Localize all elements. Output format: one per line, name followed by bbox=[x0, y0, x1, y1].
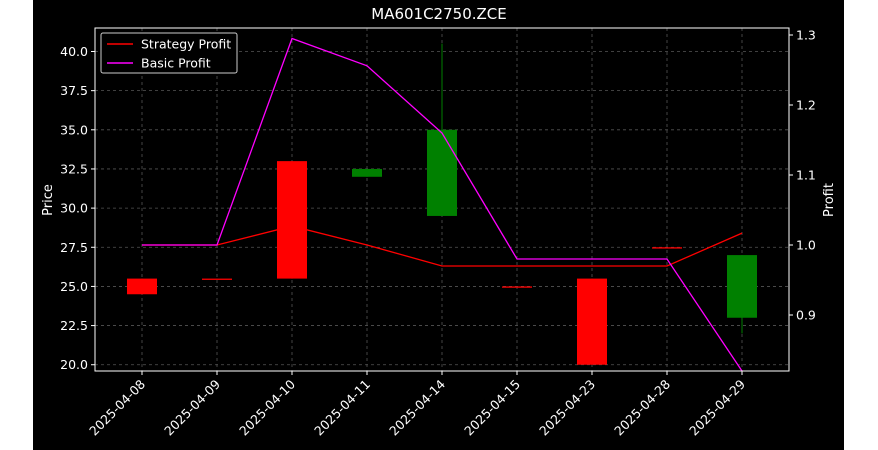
legend-box bbox=[100, 32, 238, 74]
y2-tick-label: 1.1 bbox=[796, 168, 816, 183]
chart-title: MA601C2750.ZCE bbox=[371, 5, 506, 23]
y2-tick-label: 1.2 bbox=[796, 98, 816, 113]
y2-tick-label: 0.9 bbox=[796, 308, 816, 323]
x-tick-label: 2025-04-28 bbox=[611, 376, 673, 438]
y-axis-label: Price bbox=[41, 184, 56, 216]
candle-body bbox=[277, 161, 307, 279]
y-tick-label: 35.0 bbox=[60, 122, 88, 137]
candles bbox=[127, 43, 757, 365]
x-tick-label: 2025-04-09 bbox=[161, 376, 223, 438]
y-axis-ticks: 20.0 22.5 25.0 27.5 30.0 32.5 35.0 37.5 40.0 bbox=[60, 44, 95, 372]
x-tick-label: 2025-04-15 bbox=[461, 377, 523, 439]
candle-body bbox=[127, 278, 157, 295]
y2-tick-label: 1.3 bbox=[796, 28, 816, 43]
candle-body bbox=[577, 278, 607, 365]
y2-axis-ticks: 0.9 1.0 1.1 1.2 1.3 bbox=[789, 28, 816, 323]
candle-body bbox=[352, 168, 382, 177]
y-tick-label: 22.5 bbox=[60, 318, 88, 333]
x-tick-label: 2025-04-14 bbox=[386, 376, 448, 438]
x-tick-label: 2025-04-11 bbox=[311, 377, 373, 439]
y-tick-label: 20.0 bbox=[60, 357, 88, 372]
y-tick-label: 25.0 bbox=[60, 279, 88, 294]
y-tick-label: 32.5 bbox=[60, 161, 88, 176]
x-tick-label: 2025-04-08 bbox=[86, 376, 148, 438]
y2-tick-label: 1.0 bbox=[796, 238, 816, 253]
legend-label-basic-profit: Basic Profit bbox=[141, 56, 211, 71]
basic-profit-line bbox=[142, 37, 743, 372]
y-tick-label: 40.0 bbox=[60, 44, 88, 59]
y-tick-label: 37.5 bbox=[60, 83, 88, 98]
candle-body bbox=[727, 255, 757, 318]
legend-label-strategy-profit: Strategy Profit bbox=[141, 37, 231, 52]
x-tick-label: 2025-04-29 bbox=[686, 376, 748, 438]
candle-body bbox=[502, 286, 532, 288]
chart-background bbox=[33, 0, 844, 450]
profit-lines bbox=[142, 37, 743, 372]
candle-body bbox=[202, 278, 232, 280]
x-tick-label: 2025-04-10 bbox=[236, 376, 298, 438]
strategy-profit-line bbox=[142, 225, 743, 267]
x-axis-ticks: 2025-04-08 2025-04-09 2025-04-10 2025-04-11… bbox=[86, 371, 748, 438]
candle-body bbox=[652, 247, 682, 249]
x-tick-label: 2025-04-23 bbox=[536, 377, 598, 439]
candle-body bbox=[427, 129, 457, 216]
y-tick-label: 27.5 bbox=[60, 240, 88, 255]
y2-axis-label: Profit bbox=[822, 183, 837, 217]
legend: Strategy Profit Basic Profit bbox=[100, 32, 238, 74]
y-tick-label: 30.0 bbox=[60, 201, 88, 216]
